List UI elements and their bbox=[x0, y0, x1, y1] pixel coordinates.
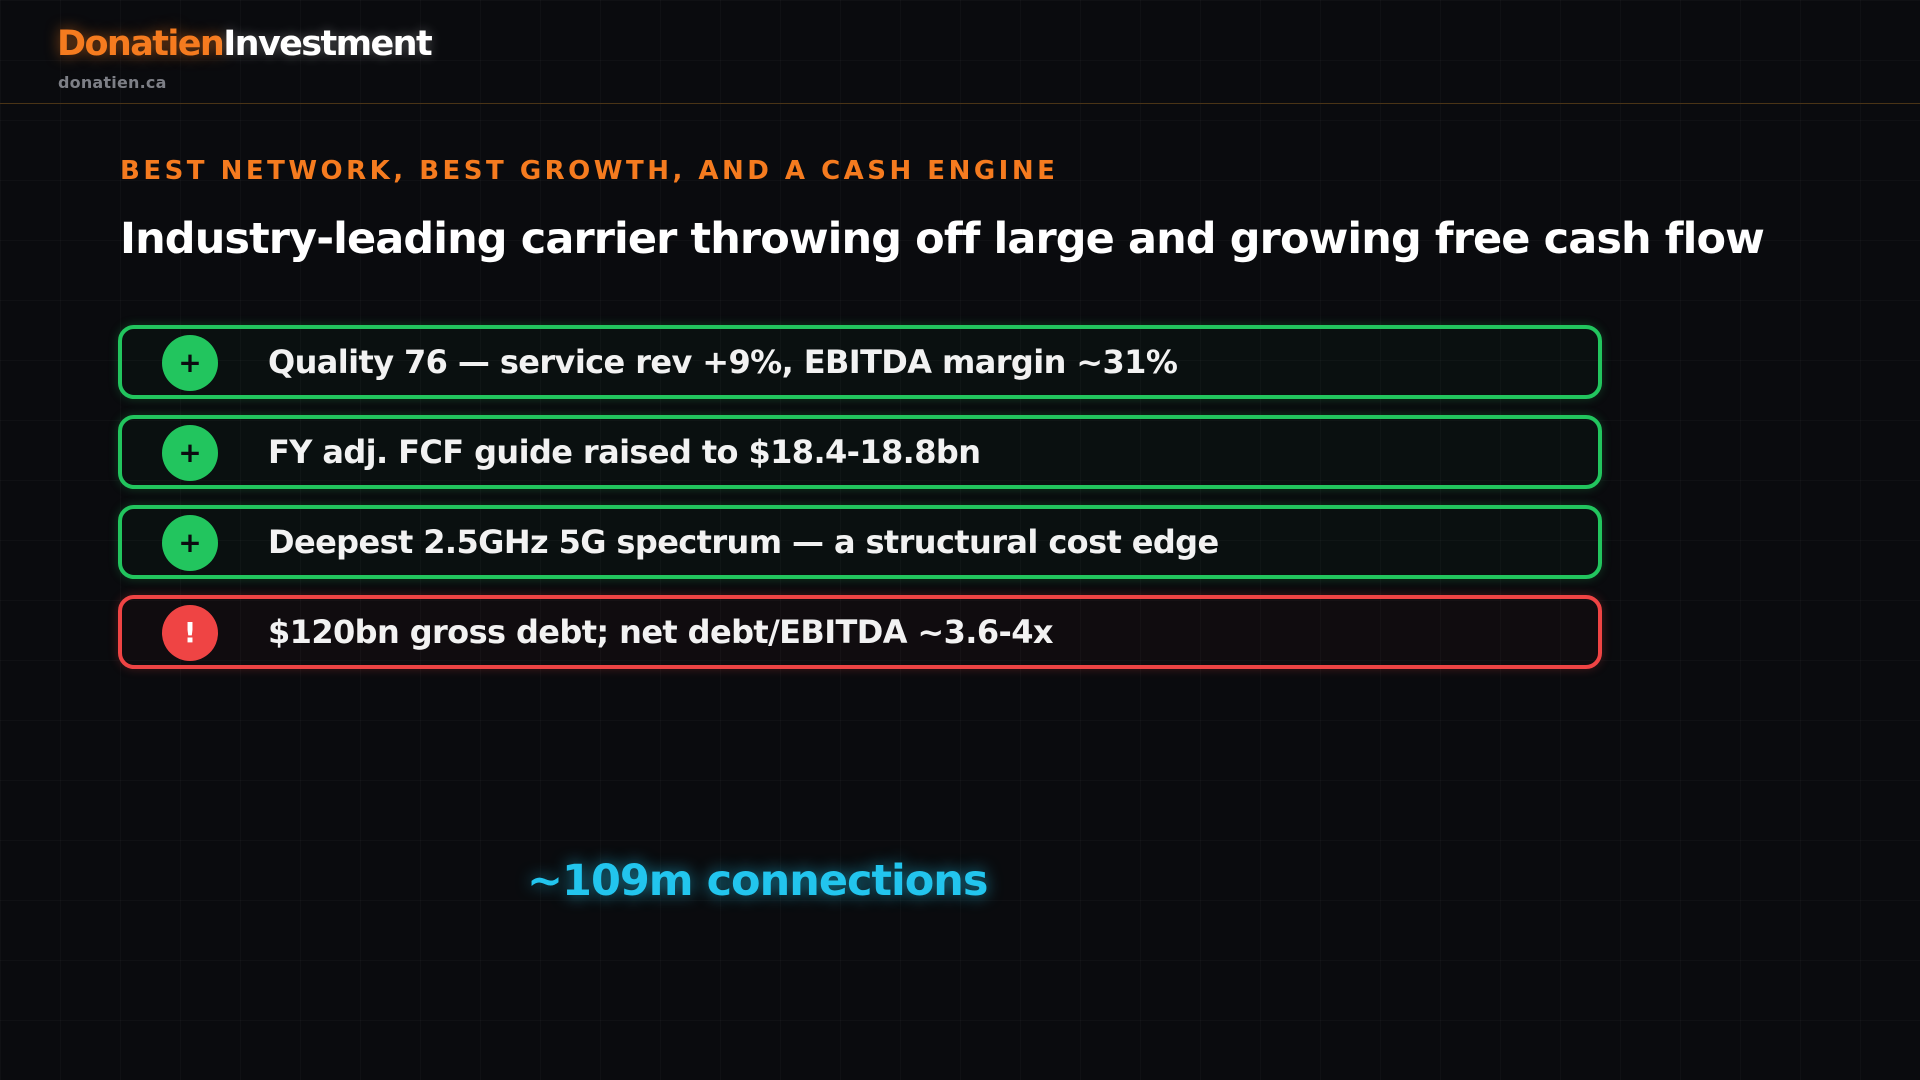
point-row-positive: + Quality 76 — service rev +9%, EBITDA m… bbox=[118, 325, 1602, 399]
brand-name-secondary: Investment bbox=[223, 24, 433, 64]
connections-stat: ~109m connections bbox=[527, 856, 989, 906]
point-text: FY adj. FCF guide raised to $18.4-18.8bn bbox=[268, 433, 981, 471]
slide-kicker: BEST NETWORK, BEST GROWTH, AND A CASH EN… bbox=[120, 156, 1059, 186]
header: DonatienInvestment donatien.ca bbox=[0, 0, 1920, 104]
brand-name-primary: Donatien bbox=[57, 24, 225, 64]
point-text: Deepest 2.5GHz 5G spectrum — a structura… bbox=[268, 523, 1219, 561]
exclamation-icon: ! bbox=[162, 605, 218, 661]
points-list: + Quality 76 — service rev +9%, EBITDA m… bbox=[118, 325, 1602, 685]
brand-domain: donatien.ca bbox=[58, 73, 167, 92]
point-row-positive: + Deepest 2.5GHz 5G spectrum — a structu… bbox=[118, 505, 1602, 579]
plus-icon: + bbox=[162, 425, 218, 481]
brand-logo: DonatienInvestment bbox=[57, 24, 433, 64]
point-row-risk: ! $120bn gross debt; net debt/EBITDA ~3.… bbox=[118, 595, 1602, 669]
point-row-positive: + FY adj. FCF guide raised to $18.4-18.8… bbox=[118, 415, 1602, 489]
plus-icon: + bbox=[162, 515, 218, 571]
plus-icon: + bbox=[162, 335, 218, 391]
point-text: Quality 76 — service rev +9%, EBITDA mar… bbox=[268, 343, 1178, 381]
point-text: $120bn gross debt; net debt/EBITDA ~3.6-… bbox=[268, 613, 1054, 651]
slide-title: Industry-leading carrier throwing off la… bbox=[120, 214, 1765, 264]
